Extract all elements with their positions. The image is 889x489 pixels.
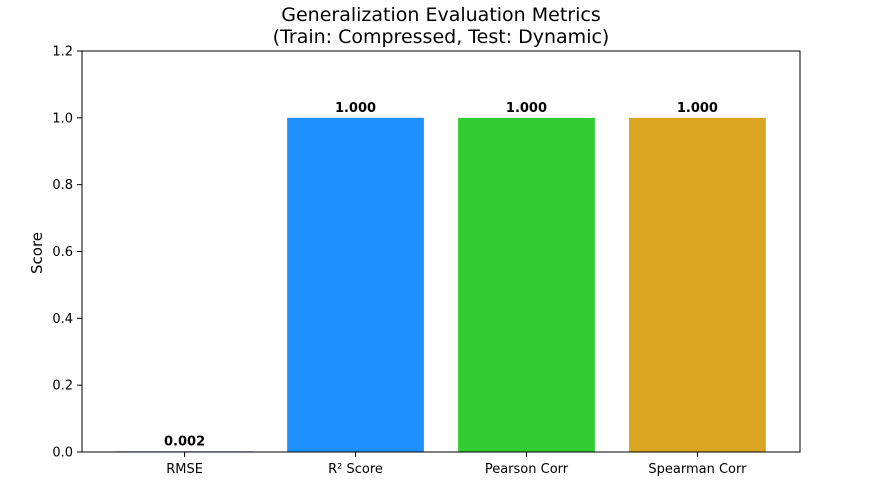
- value-label-0: 0.002: [164, 434, 205, 449]
- y-axis-label: Score: [28, 232, 46, 274]
- plot-area: 0.002 1.000 1.000 1.000 0.0 0.2 0.4 0.6 0.8 1.0 1.…: [52, 45, 801, 477]
- y-tick-label-4: 0.8: [52, 178, 73, 193]
- value-label-3: 1.000: [677, 101, 718, 116]
- y-tick-label-6: 1.2: [52, 45, 73, 60]
- chart-subtitle: (Train: Compressed, Test: Dynamic): [273, 26, 610, 48]
- bar-3: [629, 117, 766, 452]
- y-tick-label-2: 0.4: [52, 312, 73, 327]
- x-tick-label-2: Pearson Corr: [485, 462, 569, 477]
- value-label-2: 1.000: [506, 101, 547, 116]
- y-tick-label-3: 0.6: [52, 245, 73, 260]
- x-tick-label-0: RMSE: [166, 462, 203, 477]
- bar-2: [458, 117, 595, 452]
- value-label-1: 1.000: [335, 101, 376, 116]
- bar-1: [287, 117, 424, 452]
- y-tick-label-0: 0.0: [52, 446, 73, 461]
- y-tick-label-1: 0.2: [52, 379, 73, 394]
- y-tick-label-5: 1.0: [52, 111, 73, 126]
- chart-title: Generalization Evaluation Metrics: [281, 4, 600, 26]
- x-tick-label-3: Spearman Corr: [648, 462, 747, 477]
- x-tick-label-1: R² Score: [328, 462, 383, 477]
